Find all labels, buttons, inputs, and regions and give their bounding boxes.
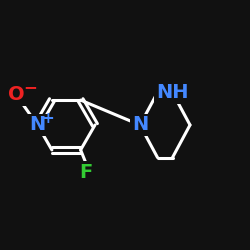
Text: F: F — [79, 163, 92, 182]
Text: +: + — [41, 111, 54, 126]
Text: N: N — [30, 116, 46, 134]
Text: N: N — [132, 116, 148, 134]
Text: NH: NH — [156, 83, 189, 102]
Text: −: − — [23, 78, 37, 96]
Text: O: O — [8, 86, 24, 104]
